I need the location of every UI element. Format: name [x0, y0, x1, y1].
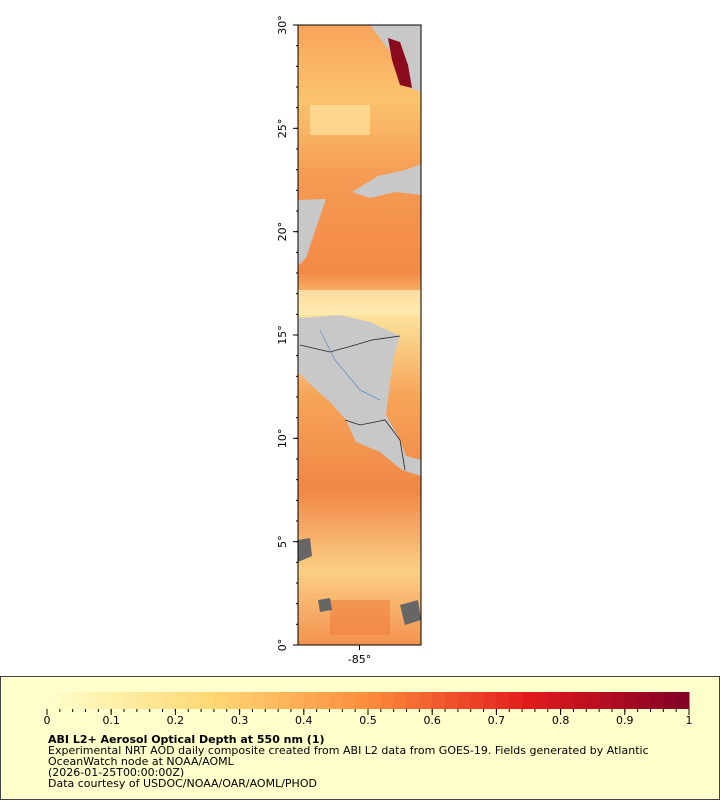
colorbar-step: [85, 692, 99, 709]
colorbar-step: [136, 692, 151, 709]
colorbar-step: [522, 692, 536, 709]
legend-credit: Data courtesy of USDOC/NOAA/OAR/AOML/PHO…: [48, 777, 317, 790]
colorbar-step: [59, 692, 74, 709]
colorbar-step: [149, 692, 164, 709]
colorbar-tick-label: 0.4: [295, 714, 313, 727]
colorbar-step: [637, 692, 651, 709]
legend-date: (2026-01-25T00:00:00Z): [48, 766, 184, 779]
colorbar-tick-label: 0.8: [552, 714, 570, 727]
colorbar-tick-label: 0.1: [102, 714, 120, 727]
colorbar-step: [239, 692, 253, 709]
colorbar-tick-label: 0.5: [359, 714, 377, 727]
y-tick-label: 25°: [276, 119, 289, 139]
colorbar-step: [342, 692, 356, 709]
x-tick-label: -85°: [348, 653, 371, 666]
colorbar-step: [124, 692, 138, 709]
colorbar-step: [290, 692, 305, 709]
colorbar-step: [393, 692, 408, 709]
colorbar-step: [252, 692, 266, 709]
colorbar-step: [445, 692, 459, 709]
colorbar-step: [560, 692, 574, 709]
aod-field: [310, 105, 370, 135]
y-tick-label: 0°: [276, 639, 289, 652]
border: [344, 419, 406, 471]
colorbar-step: [226, 692, 241, 709]
colorbar-step: [586, 692, 600, 709]
river: [319, 329, 381, 401]
colorbar-step: [432, 692, 446, 709]
border: [299, 335, 401, 353]
land: [400, 600, 421, 625]
legend-description: OceanWatch node at NOAA/AOML: [48, 755, 235, 768]
colorbar-step: [98, 692, 112, 709]
colorbar-step: [496, 692, 510, 709]
colorbar-step: [547, 692, 562, 709]
aod-hotspot: [388, 38, 412, 88]
colorbar-step: [457, 692, 472, 709]
colorbar-step: [624, 692, 639, 709]
colorbar-step: [368, 692, 382, 709]
colorbar-step: [47, 692, 61, 709]
land: [298, 538, 312, 562]
colorbar-step: [470, 692, 485, 709]
colorbar-step: [303, 692, 318, 709]
y-tick-label: 20°: [276, 222, 289, 242]
colorbar-step: [676, 692, 690, 709]
colorbar-step: [316, 692, 330, 709]
colorbar-step: [419, 692, 433, 709]
colorbar-step: [201, 692, 215, 709]
map: [297, 24, 422, 646]
colorbar-step: [534, 692, 549, 709]
colorbar-step: [663, 692, 677, 709]
legend-title: ABI L2+ Aerosol Optical Depth at 550 nm …: [48, 733, 325, 746]
colorbar-tick-label: 0.7: [488, 714, 506, 727]
colorbar-step: [329, 692, 343, 709]
colorbar-step: [483, 692, 497, 709]
colorbar-tick-label: 0.2: [167, 714, 185, 727]
colorbar-tick-label: 0: [44, 714, 51, 727]
y-tick-label: 5°: [276, 535, 289, 548]
colorbar-step: [278, 692, 292, 709]
y-tick-label: 10°: [276, 429, 289, 449]
colorbar-step: [175, 692, 189, 709]
aod-field: [330, 600, 390, 635]
colorbar-step: [650, 692, 664, 709]
colorbar-step: [599, 692, 613, 709]
y-tick-label: 15°: [276, 325, 289, 345]
land: [318, 598, 332, 612]
colorbar-step: [355, 692, 369, 709]
colorbar-step: [72, 692, 87, 709]
aod-field: [298, 290, 421, 315]
colorbar-step: [380, 692, 395, 709]
land: [298, 315, 421, 476]
land: [352, 164, 421, 198]
legend-description: Experimental NRT AOD daily composite cre…: [48, 744, 649, 757]
colorbar-step: [265, 692, 279, 709]
colorbar-tick-label: 0.6: [423, 714, 441, 727]
colorbar-step: [573, 692, 587, 709]
colorbar-step: [611, 692, 626, 709]
colorbar-step: [111, 692, 125, 709]
colorbar-step: [188, 692, 202, 709]
y-tick-label: 30°: [276, 15, 289, 35]
colorbar-step: [509, 692, 523, 709]
colorbar-tick-label: 0.3: [231, 714, 249, 727]
colorbar-step: [213, 692, 228, 709]
colorbar-tick-label: 0.9: [616, 714, 634, 727]
colorbar-step: [162, 692, 176, 709]
colorbar-tick-label: 1: [686, 714, 693, 727]
land: [298, 199, 326, 266]
colorbar-step: [406, 692, 420, 709]
